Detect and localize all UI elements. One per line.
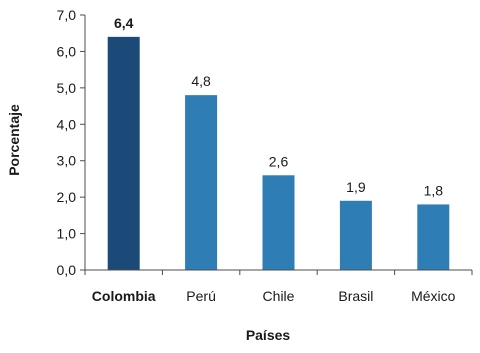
x-tick-label-mexico: México	[411, 288, 456, 304]
value-label-peru: 4,8	[191, 73, 211, 89]
bars-group	[107, 36, 450, 271]
y-tick-label: 2,0	[57, 189, 77, 205]
value-label-colombia: 6,4	[114, 15, 134, 31]
x-tick-label-chile: Chile	[263, 288, 295, 304]
value-label-mexico: 1,8	[424, 182, 444, 198]
x-tick-label-brasil: Brasil	[338, 288, 373, 304]
bar-peru	[185, 95, 218, 271]
y-tick-label: 3,0	[57, 153, 77, 169]
y-tick-label: 0,0	[57, 262, 77, 278]
x-axis-ticks: Colombia Perú Chile Brasil México	[84, 270, 473, 304]
value-label-brasil: 1,9	[346, 179, 366, 195]
x-tick-label-peru: Perú	[186, 288, 216, 304]
value-labels-group: 6,4 4,8 2,6 1,9 1,8	[114, 15, 443, 199]
bar-chile	[262, 175, 295, 270]
bar-colombia	[107, 36, 140, 270]
y-tick-label: 1,0	[57, 226, 77, 242]
x-axis-title: Países	[246, 327, 291, 343]
y-axis-title: Porcentaje	[6, 104, 22, 176]
y-tick-label: 5,0	[57, 80, 77, 96]
y-tick-label: 7,0	[57, 7, 77, 23]
value-label-chile: 2,6	[269, 153, 289, 169]
y-tick-label: 4,0	[57, 116, 77, 132]
x-tick-label-colombia: Colombia	[92, 288, 156, 304]
y-tick-label: 6,0	[57, 43, 77, 59]
bar-mexico	[417, 204, 450, 270]
bar-brasil	[339, 200, 372, 270]
y-axis-ticks: 0,0 1,0 2,0 3,0 4,0 5,0 6,0 7,0	[57, 7, 85, 278]
